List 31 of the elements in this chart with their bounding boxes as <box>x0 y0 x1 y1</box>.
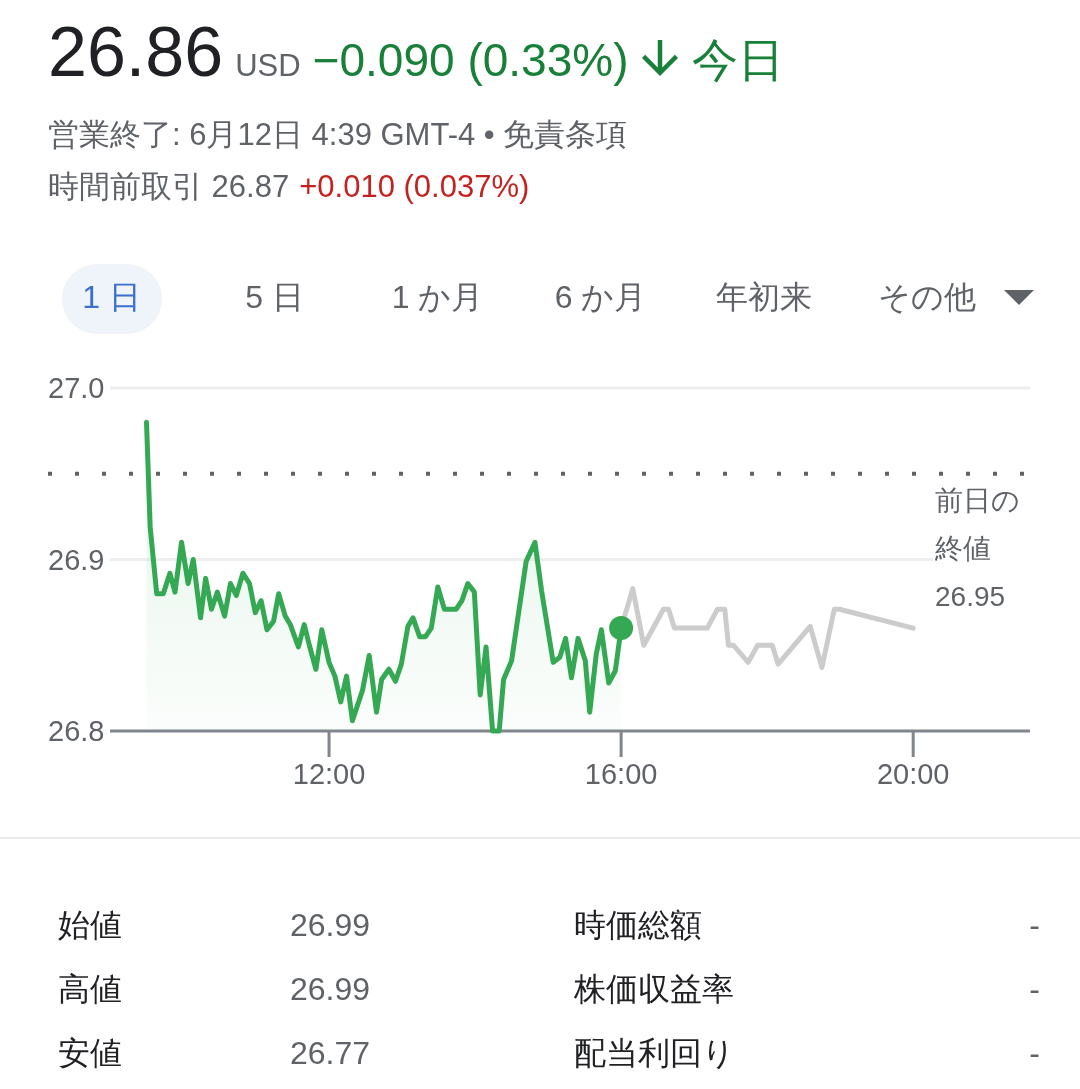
annotation: - <box>1029 970 1040 1009</box>
annotation: 26.77 <box>290 1034 371 1073</box>
annotation: 時間前取引 26.87 <box>48 168 290 206</box>
ytick-label: 27.0 <box>48 372 105 404</box>
annotation: 株価収益率 <box>574 970 734 1009</box>
annotation: +0.010 (0.037%) <box>299 168 530 206</box>
annotation: −0.090 (0.33%) <box>312 33 629 87</box>
ytick-label: 26.8 <box>48 715 105 747</box>
title: 26.86 <box>48 12 224 92</box>
annotation: 6 か月 <box>554 278 647 317</box>
annotation: 1 日 <box>82 278 141 317</box>
annotation: その他 <box>877 278 976 317</box>
annotation: 時価総額 <box>574 906 702 945</box>
xtick-label: 16:00 <box>584 758 658 790</box>
annotation: 配当利回り <box>574 1034 735 1073</box>
xtick-label: 20:00 <box>876 758 950 790</box>
ytick-label: 26.9 <box>48 543 105 576</box>
annotation: 高値 <box>58 970 122 1009</box>
xtick-label: 12:00 <box>292 758 366 790</box>
annotation: 1 か月 <box>391 278 484 317</box>
annotation: - <box>1029 906 1040 945</box>
annotation: 始値 <box>58 906 122 945</box>
annotation: 安値 <box>58 1034 122 1073</box>
annotation: 今日 <box>692 33 785 88</box>
subtitle: 営業終了: 6月12日 4:39 GMT-4 • 免責条項 <box>48 116 628 154</box>
annotation: 26.99 <box>290 970 371 1009</box>
annotation: 26.99 <box>290 906 371 945</box>
annotation: 5 日 <box>245 278 304 317</box>
annotation: 年初来 <box>715 278 812 317</box>
annotation: - <box>1029 1034 1040 1073</box>
annotation: USD <box>235 48 301 84</box>
